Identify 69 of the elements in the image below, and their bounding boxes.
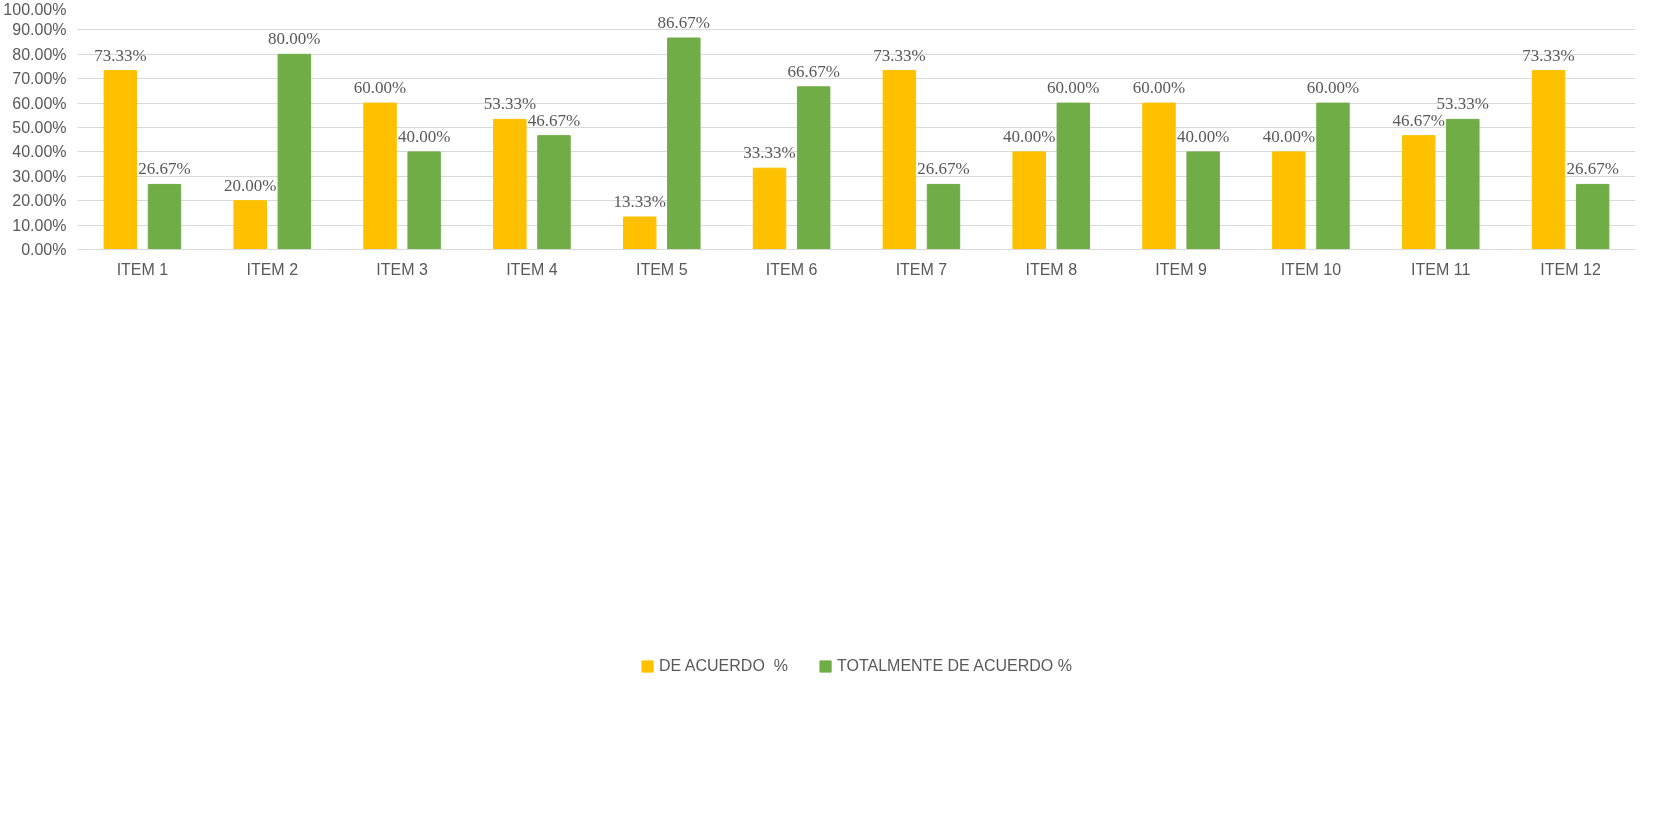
data-label: 26.67% xyxy=(1566,159,1619,179)
y-tick-label: 90.00% xyxy=(12,21,67,39)
bar xyxy=(1446,118,1480,250)
y-tick-label: 10.00% xyxy=(12,216,67,234)
bar xyxy=(363,102,397,250)
data-label: 60.00% xyxy=(1306,78,1360,98)
x-tick-label: ITEM 10 xyxy=(1280,260,1342,278)
x-tick-label: ITEM 2 xyxy=(246,260,299,278)
y-tick-label: 100.00% xyxy=(3,0,67,18)
bar xyxy=(926,183,961,250)
bar xyxy=(667,37,701,250)
y-tick-label: 30.00% xyxy=(12,167,67,185)
data-label: 20.00% xyxy=(223,175,277,195)
data-label: 80.00% xyxy=(268,29,321,49)
y-tick-label: 60.00% xyxy=(12,94,67,112)
bar xyxy=(796,86,831,250)
bar xyxy=(277,53,312,250)
data-label: 66.67% xyxy=(787,61,840,81)
x-tick-label: ITEM 11 xyxy=(1411,260,1471,278)
data-label: 73.33% xyxy=(1522,45,1575,65)
data-label: 26.67% xyxy=(138,159,191,179)
data-label: 60.00% xyxy=(353,78,407,98)
y-tick-label: 40.00% xyxy=(12,143,67,161)
y-tick-label: 70.00% xyxy=(12,70,67,88)
bar xyxy=(103,70,138,250)
data-label: 40.00% xyxy=(1002,126,1056,146)
x-tick-label: ITEM 3 xyxy=(376,260,428,278)
bar xyxy=(1575,183,1610,250)
data-label: 26.67% xyxy=(917,159,970,179)
bar xyxy=(1186,151,1220,250)
x-tick-label: ITEM 9 xyxy=(1155,260,1207,278)
bar xyxy=(233,200,267,250)
bar xyxy=(622,216,657,250)
bar xyxy=(1531,70,1566,250)
data-label: 60.00% xyxy=(1132,78,1186,98)
bar xyxy=(493,118,527,250)
data-label: 73.33% xyxy=(94,45,147,65)
x-tick-label: ITEM 4 xyxy=(506,260,558,278)
bar xyxy=(1401,135,1436,250)
y-tick-label: 80.00% xyxy=(12,45,67,63)
data-label: 73.33% xyxy=(873,45,926,65)
bar xyxy=(1142,102,1176,250)
legend-label: DE ACUERDO % xyxy=(659,656,788,675)
bar xyxy=(1056,102,1091,250)
data-label: 33.33% xyxy=(743,143,796,163)
bar xyxy=(147,183,182,250)
data-label: 40.00% xyxy=(397,126,451,146)
data-label: 86.67% xyxy=(657,13,711,33)
bar xyxy=(882,70,917,250)
x-tick-label: ITEM 8 xyxy=(1025,260,1078,278)
x-tick-label: ITEM 6 xyxy=(765,260,818,278)
bar xyxy=(752,167,787,250)
legend-label: TOTALMENTE DE ACUERDO % xyxy=(836,656,1072,675)
bar xyxy=(407,151,441,250)
y-tick-label: 50.00% xyxy=(12,119,67,136)
bar xyxy=(1272,151,1306,250)
y-tick-label: 20.00% xyxy=(12,192,67,210)
x-tick-label: ITEM 7 xyxy=(895,260,948,278)
bar xyxy=(1012,151,1046,250)
x-tick-label: ITEM 5 xyxy=(635,260,688,278)
data-label: 60.00% xyxy=(1047,78,1100,98)
data-label: 40.00% xyxy=(1262,126,1316,146)
x-tick-label: ITEM 1 xyxy=(116,260,169,278)
data-label: 13.33% xyxy=(613,191,666,211)
y-tick-label: 0.00% xyxy=(21,241,67,258)
bar xyxy=(537,135,571,250)
bar xyxy=(1316,102,1350,250)
data-label: 40.00% xyxy=(1176,126,1230,146)
x-tick-label: ITEM 12 xyxy=(1540,260,1601,278)
